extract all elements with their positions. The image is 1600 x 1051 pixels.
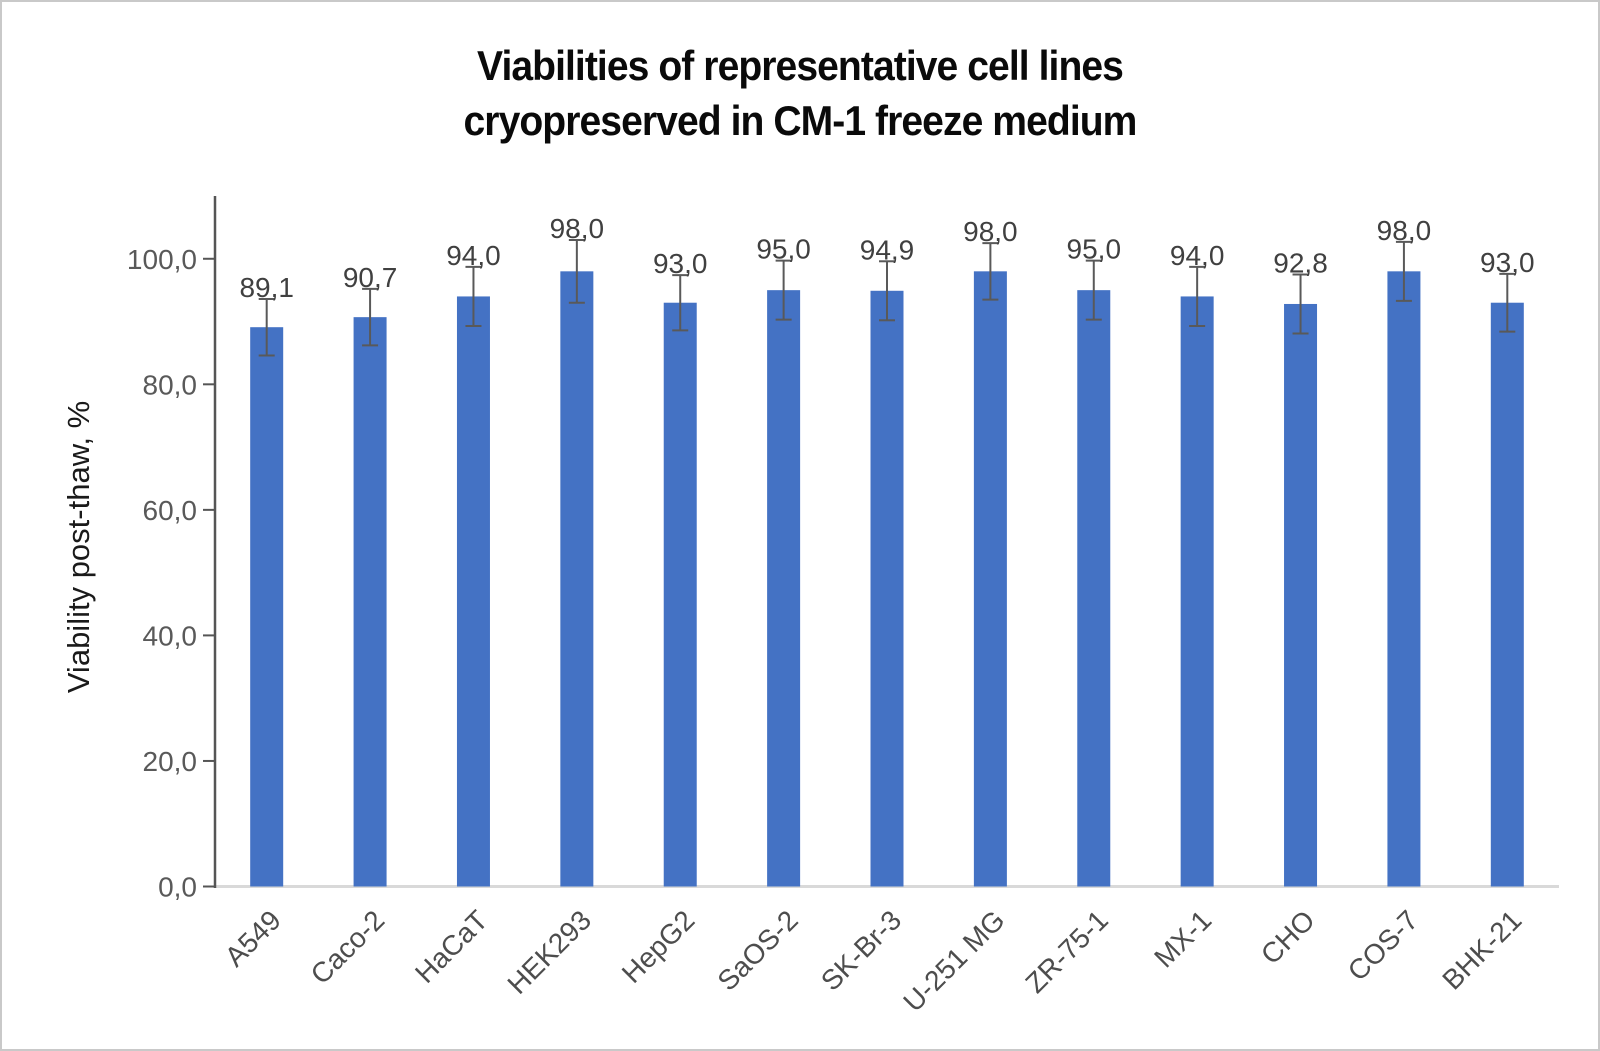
bar-BHK-21 [1490, 302, 1524, 887]
x-axis-label: BHK-21 [1436, 904, 1527, 995]
chart-title-line2: cryopreserved in CM-1 freeze medium [463, 97, 1138, 144]
y-axis-tick-label: 40,0 [143, 620, 198, 651]
bar-HaCaT [456, 296, 490, 887]
bar-value-label: 95,0 [756, 234, 811, 265]
y-axis-tick-label: 0,0 [158, 872, 197, 903]
x-axis-label: MX-1 [1148, 904, 1217, 973]
x-axis-label: CHO [1255, 904, 1321, 970]
bar-value-label: 89,1 [239, 272, 294, 303]
bar-A549 [250, 327, 284, 887]
bar-value-label: 94,0 [1170, 240, 1225, 271]
x-axis-label: SK-Br-3 [815, 904, 907, 996]
bar-HEK293 [560, 271, 594, 887]
bar-HepG2 [663, 302, 697, 887]
bar-U-251 MG [973, 271, 1007, 887]
x-axis-label: HepG2 [616, 904, 701, 989]
bar-COS-7 [1387, 271, 1421, 887]
chart-title-line1: Viabilities of representative cell lines [477, 42, 1124, 89]
y-axis-tick-label: 60,0 [143, 495, 198, 526]
bar-SK-Br-3 [870, 290, 904, 887]
y-axis-tick-label: 100,0 [127, 244, 197, 275]
bar-value-label: 98,0 [963, 216, 1018, 247]
chart-title: Viabilities of representative cell lines… [58, 38, 1542, 148]
x-axis-label: HEK293 [501, 904, 597, 1000]
bar-MX-1 [1180, 296, 1214, 887]
x-axis-label: Caco-2 [305, 904, 391, 990]
x-axis-label: U-251 MG [897, 904, 1010, 1017]
x-axis-label: COS-7 [1342, 904, 1424, 986]
bar-value-label: 92,8 [1273, 247, 1328, 278]
bar-ZR-75-1 [1077, 290, 1111, 887]
x-axis-label: HaCaT [409, 904, 494, 989]
bar-value-label: 94,9 [860, 234, 915, 265]
bar-Caco-2 [353, 317, 387, 887]
bar-SaOS-2 [767, 290, 801, 887]
bar-value-label: 93,0 [653, 248, 708, 279]
x-axis-label: ZR-75-1 [1019, 904, 1114, 999]
x-axis-label: SaOS-2 [712, 904, 804, 996]
bar-value-label: 98,0 [550, 213, 605, 244]
bar-value-label: 95,0 [1067, 234, 1122, 265]
bar-value-label: 90,7 [343, 262, 398, 293]
bar-value-label: 93,0 [1480, 247, 1535, 278]
bar-CHO [1284, 303, 1318, 887]
x-axis-label: A549 [219, 904, 287, 972]
bar-value-label: 94,0 [446, 240, 501, 271]
y-axis-tick-label: 20,0 [143, 746, 198, 777]
bar-value-label: 98,0 [1377, 215, 1432, 246]
y-axis-tick-label: 80,0 [143, 369, 198, 400]
